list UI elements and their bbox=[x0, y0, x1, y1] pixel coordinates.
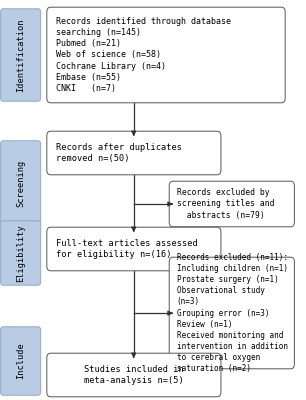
FancyBboxPatch shape bbox=[1, 221, 41, 285]
FancyBboxPatch shape bbox=[1, 327, 41, 395]
FancyBboxPatch shape bbox=[47, 131, 221, 175]
FancyBboxPatch shape bbox=[47, 227, 221, 271]
FancyBboxPatch shape bbox=[1, 9, 41, 101]
Text: Include: Include bbox=[16, 343, 25, 379]
Text: Records after duplicates
removed n=(50): Records after duplicates removed n=(50) bbox=[56, 143, 182, 163]
FancyBboxPatch shape bbox=[47, 7, 285, 103]
Text: Records identified through database
searching (n=145)
Pubmed (n=21)
Web of scien: Records identified through database sear… bbox=[56, 17, 231, 93]
FancyBboxPatch shape bbox=[169, 257, 294, 369]
Text: Records excluded (n=11):
Including children (n=1)
Prostate surgery (n=1)
Observa: Records excluded (n=11): Including child… bbox=[177, 253, 288, 373]
Text: Full-text articles assessed
for eligibility n=(16): Full-text articles assessed for eligibil… bbox=[56, 239, 198, 259]
Text: Identification: Identification bbox=[16, 18, 25, 92]
FancyBboxPatch shape bbox=[169, 181, 294, 227]
Text: Screening: Screening bbox=[16, 159, 25, 207]
FancyBboxPatch shape bbox=[47, 353, 221, 397]
FancyBboxPatch shape bbox=[1, 141, 41, 225]
Text: Records excluded by
screening titles and
  abstracts (n=79): Records excluded by screening titles and… bbox=[177, 188, 274, 220]
Text: Studies included in
meta-analysis n=(5): Studies included in meta-analysis n=(5) bbox=[84, 365, 184, 385]
Text: Eligibility: Eligibility bbox=[16, 224, 25, 282]
